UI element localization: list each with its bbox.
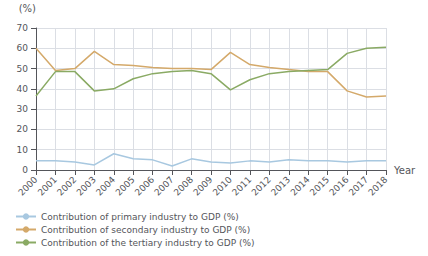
svg-text:2018: 2018	[366, 174, 389, 197]
svg-text:70: 70	[17, 23, 29, 33]
svg-text:2015: 2015	[308, 174, 331, 197]
svg-text:40: 40	[17, 84, 29, 94]
svg-text:2014: 2014	[289, 174, 312, 197]
svg-text:2017: 2017	[347, 174, 370, 197]
svg-text:Contribution of primary indust: Contribution of primary industry to GDP …	[41, 212, 239, 222]
svg-text:2008: 2008	[172, 174, 195, 197]
svg-text:20: 20	[17, 124, 29, 134]
svg-text:2011: 2011	[230, 174, 253, 197]
svg-text:2009: 2009	[191, 174, 214, 197]
svg-text:Contribution of the tertiary i: Contribution of the tertiary industry to…	[41, 238, 255, 248]
svg-text:2003: 2003	[75, 174, 98, 197]
svg-text:2016: 2016	[327, 174, 350, 197]
svg-text:2000: 2000	[16, 174, 39, 197]
svg-text:10: 10	[17, 145, 29, 155]
svg-text:0: 0	[22, 165, 28, 175]
svg-text:Year: Year	[393, 165, 416, 176]
svg-text:2001: 2001	[36, 174, 59, 197]
svg-text:2002: 2002	[55, 174, 78, 197]
svg-text:2004: 2004	[94, 174, 117, 197]
svg-text:(%): (%)	[19, 3, 36, 14]
svg-text:2010: 2010	[211, 174, 234, 197]
svg-text:60: 60	[17, 43, 29, 53]
svg-text:2007: 2007	[152, 174, 175, 197]
svg-text:Contribution of secondary indu: Contribution of secondary industry to GD…	[41, 225, 250, 235]
svg-text:2005: 2005	[114, 174, 137, 197]
svg-text:30: 30	[17, 104, 29, 114]
svg-text:2013: 2013	[269, 174, 292, 197]
svg-text:50: 50	[17, 64, 29, 74]
svg-text:2012: 2012	[250, 174, 273, 197]
svg-text:2006: 2006	[133, 174, 156, 197]
